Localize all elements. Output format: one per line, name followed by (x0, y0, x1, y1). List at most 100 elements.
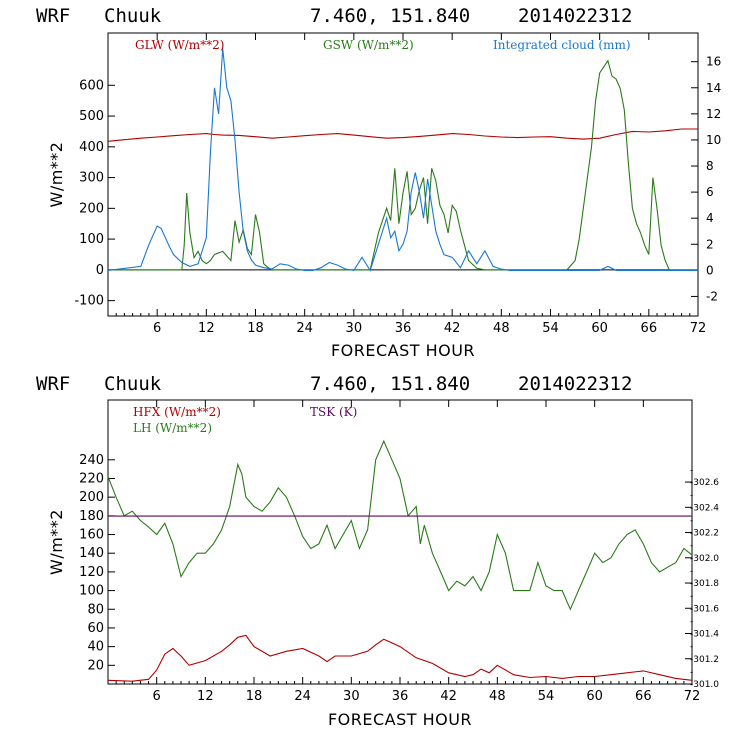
x-tick-label: 18 (247, 321, 264, 336)
y2-minor-tick-label: - (690, 667, 693, 677)
x-tick-label: 36 (395, 321, 412, 336)
y-tick-label: 60 (87, 621, 104, 636)
x-tick-label: 60 (591, 321, 608, 336)
x-tick-label: 48 (489, 689, 506, 704)
y-tick-label: 200 (79, 201, 104, 216)
y-tick-label: 240 (79, 453, 104, 468)
y2-tick-label: 6 (706, 185, 714, 199)
x-tick-label: 42 (444, 321, 461, 336)
y-tick-label: 300 (79, 171, 104, 186)
y2-minor-tick-label: - (690, 465, 693, 475)
y-tick-label: -100 (74, 294, 104, 309)
y2-tick-label: 16 (706, 55, 721, 69)
x-tick-label: 42 (440, 689, 457, 704)
y-tick-label: 140 (79, 546, 104, 561)
y2-minor-tick-label: - (690, 566, 693, 576)
x-tick-label: 30 (343, 689, 360, 704)
x-tick-label: 36 (392, 689, 409, 704)
y2-tick-label: -301.8 (690, 579, 719, 589)
series-line-glw (107, 128, 698, 142)
x-tick-label: 6 (153, 321, 161, 336)
y-tick-label: 120 (79, 565, 104, 580)
y2-tick-label: -301.0 (690, 680, 719, 690)
y2-tick-label: -302.2 (690, 529, 719, 539)
y-tick-label: 160 (79, 528, 104, 543)
y-tick-label: 20 (87, 658, 104, 673)
x-tick-label: 54 (538, 689, 555, 704)
y2-minor-tick-label: - (690, 592, 693, 602)
x-tick-label: 66 (635, 689, 652, 704)
y2-tick-label: 10 (706, 133, 721, 147)
y2-tick-label: -2 (706, 289, 718, 303)
header-coords: 7.460, 151.840 (310, 5, 470, 27)
legend-tsk: TSK (K) (310, 405, 357, 419)
y2-tick-label: -302.0 (690, 554, 719, 564)
header-coords: 7.460, 151.840 (310, 373, 470, 395)
series-line-hfx (107, 634, 693, 682)
x-axis-label: FORECAST HOUR (328, 710, 472, 729)
x-tick-label: 48 (493, 321, 510, 336)
series-line-cloud (107, 48, 698, 272)
x-tick-label: 72 (690, 321, 707, 336)
x-tick-label: 54 (542, 321, 559, 336)
y-tick-label: 500 (79, 109, 104, 124)
legend-gsw: GSW (W/m**2) (323, 38, 414, 52)
x-tick-label: 72 (684, 689, 701, 704)
x-tick-label: 12 (198, 321, 215, 336)
y2-tick-label: 12 (706, 107, 721, 121)
x-tick-label: 66 (641, 321, 658, 336)
y2-tick-label: -301.4 (690, 630, 719, 640)
y2-tick-label: 0 (706, 263, 714, 277)
header-station: Chuuk (104, 5, 162, 27)
y-tick-label: 180 (79, 509, 104, 524)
header-run: 2014022312 (518, 5, 632, 27)
y-tick-label: 0 (96, 263, 104, 278)
y2-tick-label: -302.4 (690, 503, 719, 513)
y2-tick-label: -301.6 (690, 604, 719, 614)
header-run: 2014022312 (518, 373, 632, 395)
y-axis-label: W/m**2 (47, 142, 66, 208)
x-tick-label: 24 (294, 689, 311, 704)
heat-flux-panel: WRF Chuuk 7.460, 151.840 2014022312 6 12 18 24 3… (36, 373, 719, 729)
header-station: Chuuk (104, 373, 162, 395)
series-line-gsw (108, 59, 698, 271)
y2-minor-tick-label: - (690, 642, 693, 652)
y-tick-label: 400 (79, 140, 104, 155)
y-axis-label: W/m**2 (47, 509, 66, 575)
x-tick-label: 60 (586, 689, 603, 704)
y-tick-label: 200 (79, 490, 104, 505)
y2-tick-label: 2 (706, 237, 714, 251)
y-tick-label: 40 (87, 640, 104, 655)
y2-tick-label: 14 (706, 81, 721, 95)
y2-tick-label: -302.6 (690, 478, 719, 488)
y2-minor-tick-label: - (690, 541, 693, 551)
x-axis-label: FORECAST HOUR (331, 341, 475, 360)
plot-frame (107, 399, 693, 685)
series-line-lh (107, 439, 693, 611)
legend-hfx: HFX (W/m**2) (133, 405, 221, 419)
header-model: WRF (36, 5, 70, 27)
plot-frame (107, 32, 699, 317)
y2-minor-tick-label: - (690, 617, 693, 627)
x-tick-label: 24 (296, 321, 313, 336)
header-model: WRF (36, 373, 70, 395)
y-tick-label: 100 (79, 584, 104, 599)
legend-glw: GLW (W/m**2) (135, 38, 224, 52)
y-tick-label: 600 (79, 78, 104, 93)
legend-lh: LH (W/m**2) (133, 421, 212, 435)
legend-cloud: Integrated cloud (mm) (493, 38, 631, 52)
y-tick-label: 220 (79, 471, 104, 486)
y2-minor-tick-label: - (690, 516, 693, 526)
y-tick-label: 80 (87, 602, 104, 617)
x-tick-label: 30 (346, 321, 363, 336)
y2-tick-label: 8 (706, 159, 714, 173)
y2-tick-label: 4 (706, 211, 714, 225)
y-tick-label: 100 (79, 232, 104, 247)
y2-tick-label: -301.2 (690, 655, 719, 665)
x-tick-label: 18 (246, 689, 263, 704)
x-tick-label: 6 (153, 689, 161, 704)
y2-minor-tick-label: - (690, 491, 693, 501)
x-tick-label: 12 (197, 689, 214, 704)
